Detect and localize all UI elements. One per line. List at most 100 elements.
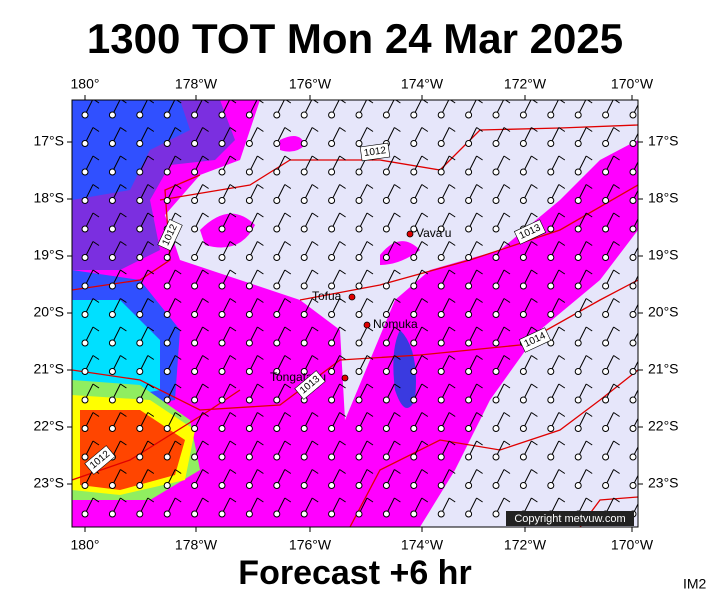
barb-station (465, 140, 473, 147)
barb-feather (585, 241, 593, 246)
barb-feather (339, 127, 346, 132)
lat-label: 21°S (33, 361, 64, 377)
barb-feather (476, 184, 483, 189)
barb-station (437, 482, 445, 489)
barb-feather (147, 184, 155, 189)
barb-station (629, 140, 637, 147)
barb-feather (558, 355, 566, 360)
barb-station (300, 140, 308, 147)
barb-feather (202, 355, 209, 360)
barb-feather (284, 440, 292, 446)
barb-station (108, 140, 116, 147)
barb-feather (311, 184, 319, 189)
barb-feather (366, 497, 374, 503)
barb-station (465, 510, 473, 518)
barb-feather (174, 298, 182, 303)
barb-feather (284, 212, 292, 218)
barb-feather (558, 184, 566, 189)
barb-feather (284, 383, 292, 389)
barb-station (492, 339, 500, 347)
barb-feather (174, 440, 182, 446)
barb-feather (92, 127, 100, 132)
barb-station (437, 254, 445, 261)
barb-station (81, 311, 89, 318)
barb-feather (531, 440, 538, 446)
barb-feather (120, 412, 127, 417)
barb-station (273, 339, 281, 347)
barb-station (519, 368, 527, 375)
barb-feather (257, 155, 264, 161)
barb-feather (284, 326, 292, 332)
barb-station (245, 254, 253, 261)
barb-feather (585, 127, 593, 132)
cyan-field (72, 300, 160, 405)
barb-feather (230, 100, 237, 104)
barb-feather (174, 497, 182, 503)
barb-feather (448, 355, 456, 360)
barb-station (547, 140, 555, 147)
barb-station (574, 396, 582, 404)
barb-station (300, 368, 308, 375)
barb-station (465, 254, 473, 261)
place-marker (348, 293, 356, 301)
barb-station (382, 368, 390, 375)
barb-station (163, 368, 171, 375)
barb-feather (641, 242, 647, 246)
barb-station (629, 453, 637, 461)
barb-feather (366, 298, 374, 303)
barb-station (355, 482, 363, 489)
barb-station (136, 368, 144, 375)
barb-feather (421, 355, 429, 360)
barb-feather (257, 469, 264, 474)
barb-feather (613, 155, 620, 161)
barb-station (437, 425, 445, 432)
barb-feather (641, 413, 647, 417)
barb-station (465, 111, 473, 119)
barb-station (218, 396, 226, 404)
place-marker (341, 374, 349, 382)
barb-station (355, 453, 363, 461)
barb-feather (175, 100, 182, 104)
barb-station (574, 111, 582, 119)
barb-station (410, 396, 418, 404)
barb-station (245, 311, 253, 318)
barb-feather (257, 127, 264, 132)
barb-station (108, 311, 116, 318)
barb-feather (257, 497, 264, 503)
barb-feather (613, 241, 620, 246)
barb-station (382, 225, 390, 233)
barb-feather (531, 155, 538, 161)
barb-station (328, 225, 336, 233)
barb-station (602, 453, 610, 461)
barb-station (273, 482, 281, 489)
barb-feather (421, 326, 429, 332)
barb-feather (448, 326, 456, 332)
barb-feather (558, 127, 566, 132)
place-name: Nomuka (373, 317, 418, 331)
barb-station (437, 168, 445, 176)
barb-station (519, 111, 527, 119)
barb-feather (339, 155, 346, 161)
barb-feather (503, 212, 511, 218)
barb-station (328, 368, 336, 375)
barb-feather (585, 326, 593, 332)
barb-feather (421, 241, 429, 246)
barb-station (629, 396, 637, 404)
barb-feather (229, 355, 237, 360)
barb-feather (531, 100, 538, 104)
barb-station (465, 311, 473, 318)
barb-station (328, 396, 336, 404)
barb-station (629, 111, 637, 119)
barb-station (273, 197, 281, 204)
barb-feather (558, 298, 566, 303)
barb-feather (311, 412, 319, 417)
barb-feather (339, 497, 346, 503)
barb-feather (202, 155, 209, 161)
barb-station (273, 111, 281, 119)
barb-station (602, 225, 610, 233)
barb-feather (448, 241, 456, 246)
barb-station (81, 482, 89, 489)
barb-station (519, 482, 527, 489)
barb-feather (92, 298, 100, 303)
lon-label: 172°W (504, 76, 547, 92)
